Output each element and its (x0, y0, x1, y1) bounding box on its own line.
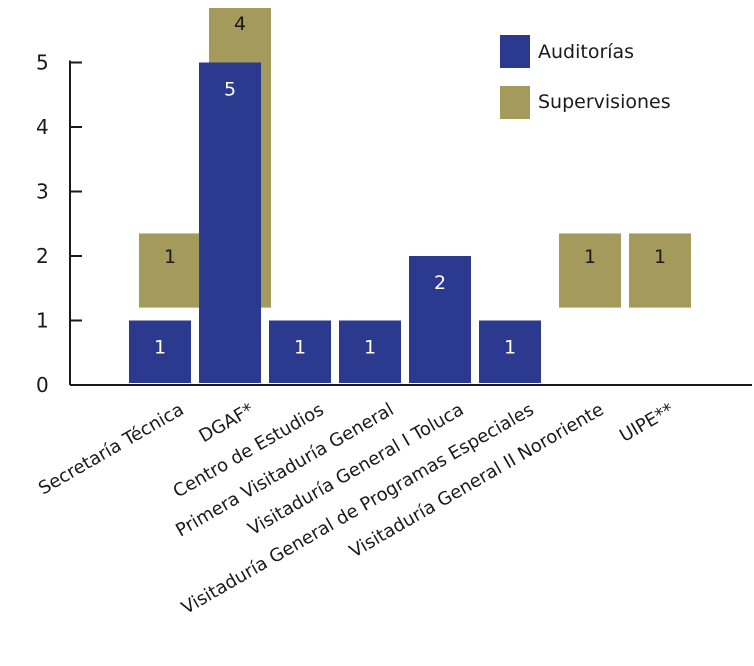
category-label-7: UIPE** (616, 399, 677, 447)
data-label-supervisiones-0: 1 (164, 246, 176, 268)
series-auditorias: 1 5 1 1 2 1 (129, 62, 541, 383)
y-tick-label-4: 4 (36, 115, 49, 139)
data-label-supervisiones-6: 1 (584, 246, 596, 268)
y-tick-label-5: 5 (36, 51, 49, 75)
y-tick-label-0: 0 (36, 373, 49, 397)
legend-swatch-auditorias (500, 35, 530, 68)
y-tick-label-3: 3 (36, 180, 49, 204)
data-label-supervisiones-1: 4 (234, 13, 246, 35)
data-label-auditorias-5: 1 (504, 337, 516, 359)
data-label-auditorias-3: 1 (364, 337, 376, 359)
category-label-0: Secretaría Técnica (35, 399, 188, 499)
bar-auditorias-3 (339, 320, 401, 383)
y-tick-label-2: 2 (36, 244, 49, 268)
bar-supervisiones-6 (559, 233, 621, 308)
bar-auditorias-1 (199, 62, 261, 383)
bar-auditorias-4 (409, 256, 471, 383)
data-label-auditorias-2: 1 (294, 337, 306, 359)
data-label-supervisiones-7: 1 (654, 246, 666, 268)
legend: Auditorías Supervisiones (500, 35, 671, 119)
data-label-auditorias-1: 5 (224, 79, 236, 101)
y-tick-label-1: 1 (36, 309, 49, 333)
bar-auditorias-0 (129, 320, 191, 383)
legend-label-supervisiones: Supervisiones (538, 91, 671, 113)
bar-auditorias-5 (479, 320, 541, 383)
bar-supervisiones-7 (629, 233, 691, 308)
legend-label-auditorias: Auditorías (538, 41, 634, 63)
data-label-auditorias-4: 2 (434, 272, 446, 294)
category-labels: Secretaría Técnica DGAF*Centro de Estudio… (35, 399, 678, 619)
bar-auditorias-2 (269, 320, 331, 383)
bar-supervisiones-0 (139, 233, 201, 308)
chart-axes: 0 1 2 3 4 5 (36, 51, 752, 397)
data-label-auditorias-0: 1 (154, 337, 166, 359)
legend-swatch-supervisiones (500, 86, 530, 119)
